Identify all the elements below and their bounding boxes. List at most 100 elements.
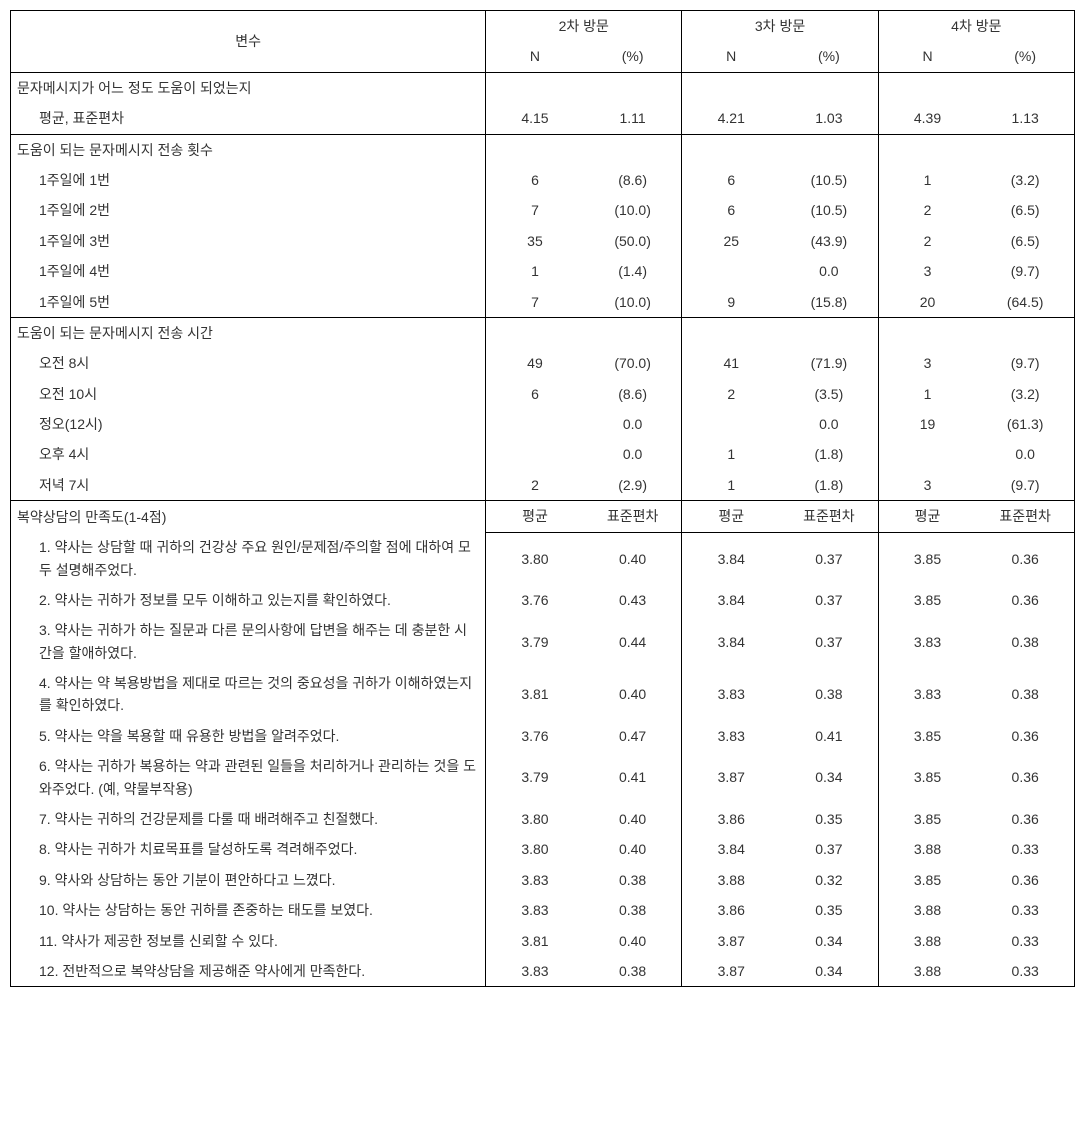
cell: 3.86 bbox=[682, 804, 780, 834]
cell: 3 bbox=[878, 256, 976, 286]
cell: 1.03 bbox=[780, 103, 878, 134]
cell bbox=[486, 439, 584, 469]
section2-title-row: 도움이 되는 문자메시지 전송 횟수 bbox=[11, 134, 1075, 165]
cell: (1.8) bbox=[780, 439, 878, 469]
cell: 3.85 bbox=[878, 532, 976, 585]
cell: 3.81 bbox=[486, 926, 584, 956]
cell: 3.87 bbox=[682, 956, 780, 987]
cell: 2 bbox=[486, 470, 584, 501]
subhead-mean: 평균 bbox=[486, 501, 584, 532]
cell: 0.36 bbox=[976, 751, 1074, 804]
header-pct: (%) bbox=[976, 41, 1074, 72]
section1-row-label: 평균, 표준편차 bbox=[11, 103, 486, 134]
cell: (9.7) bbox=[976, 470, 1074, 501]
table-row: 6. 약사는 귀하가 복용하는 약과 관련된 일들을 처리하거나 관리하는 것을… bbox=[11, 751, 1075, 804]
cell: (3.2) bbox=[976, 165, 1074, 195]
cell: 4.39 bbox=[878, 103, 976, 134]
cell: 0.36 bbox=[976, 865, 1074, 895]
cell bbox=[682, 409, 780, 439]
table-row: 오전 10시6(8.6)2(3.5)1(3.2) bbox=[11, 379, 1075, 409]
row-label: 1. 약사는 상담할 때 귀하의 건강상 주요 원인/문제점/주의할 점에 대하… bbox=[11, 532, 486, 585]
table-row: 1주일에 5번7(10.0)9(15.8)20(64.5) bbox=[11, 287, 1075, 318]
cell: 0.40 bbox=[584, 926, 682, 956]
cell: 3.80 bbox=[486, 532, 584, 585]
cell: 3.81 bbox=[486, 668, 584, 721]
cell: (43.9) bbox=[780, 226, 878, 256]
row-label: 오후 4시 bbox=[11, 439, 486, 469]
cell: (15.8) bbox=[780, 287, 878, 318]
cell: 3.83 bbox=[486, 895, 584, 925]
cell: (8.6) bbox=[584, 379, 682, 409]
cell: 3.79 bbox=[486, 615, 584, 668]
cell: 3.85 bbox=[878, 585, 976, 615]
cell: 1.11 bbox=[584, 103, 682, 134]
cell: 4.21 bbox=[682, 103, 780, 134]
table-row: 오후 4시0.01(1.8)0.0 bbox=[11, 439, 1075, 469]
cell: (50.0) bbox=[584, 226, 682, 256]
cell: 3 bbox=[878, 470, 976, 501]
cell: 0.32 bbox=[780, 865, 878, 895]
cell: 0.0 bbox=[780, 256, 878, 286]
cell: 3.88 bbox=[878, 834, 976, 864]
cell: (10.5) bbox=[780, 195, 878, 225]
cell: 3.88 bbox=[878, 926, 976, 956]
cell: 0.36 bbox=[976, 585, 1074, 615]
cell: 2 bbox=[878, 226, 976, 256]
cell: 1.13 bbox=[976, 103, 1074, 134]
data-table: 변수 2차 방문 3차 방문 4차 방문 N (%) N (%) N (%) 문… bbox=[10, 10, 1075, 987]
cell: 0.33 bbox=[976, 956, 1074, 987]
cell: 3.83 bbox=[878, 615, 976, 668]
cell: 0.38 bbox=[584, 895, 682, 925]
section1-title: 문자메시지가 어느 정도 도움이 되었는지 bbox=[11, 72, 486, 103]
cell: 19 bbox=[878, 409, 976, 439]
cell: 3.84 bbox=[682, 615, 780, 668]
cell: 1 bbox=[682, 439, 780, 469]
section2-title: 도움이 되는 문자메시지 전송 횟수 bbox=[11, 134, 486, 165]
cell: 1 bbox=[682, 470, 780, 501]
cell: 3.83 bbox=[486, 956, 584, 987]
cell: 0.37 bbox=[780, 834, 878, 864]
table-row: 저녁 7시2(2.9)1(1.8)3(9.7) bbox=[11, 470, 1075, 501]
cell: 3.86 bbox=[682, 895, 780, 925]
section3-title: 도움이 되는 문자메시지 전송 시간 bbox=[11, 317, 486, 348]
cell: 0.37 bbox=[780, 615, 878, 668]
row-label: 저녁 7시 bbox=[11, 470, 486, 501]
table-row: 11. 약사가 제공한 정보를 신뢰할 수 있다.3.810.403.870.3… bbox=[11, 926, 1075, 956]
cell: 1 bbox=[486, 256, 584, 286]
cell: 3.83 bbox=[878, 668, 976, 721]
header-pct: (%) bbox=[780, 41, 878, 72]
row-label: 8. 약사는 귀하가 치료목표를 달성하도록 격려해주었다. bbox=[11, 834, 486, 864]
cell: 3.83 bbox=[486, 865, 584, 895]
cell: 1 bbox=[878, 165, 976, 195]
cell: 3.83 bbox=[682, 721, 780, 751]
cell: 0.34 bbox=[780, 956, 878, 987]
row-label: 1주일에 3번 bbox=[11, 226, 486, 256]
cell: 0.0 bbox=[584, 439, 682, 469]
cell: 3.88 bbox=[878, 895, 976, 925]
cell: 0.33 bbox=[976, 834, 1074, 864]
table-row: 1주일에 4번1(1.4)0.03(9.7) bbox=[11, 256, 1075, 286]
row-label: 12. 전반적으로 복약상담을 제공해준 약사에게 만족한다. bbox=[11, 956, 486, 987]
section1-data-row: 평균, 표준편차 4.15 1.11 4.21 1.03 4.39 1.13 bbox=[11, 103, 1075, 134]
cell: 0.38 bbox=[976, 668, 1074, 721]
cell: (61.3) bbox=[976, 409, 1074, 439]
header-pct: (%) bbox=[584, 41, 682, 72]
cell: 0.34 bbox=[780, 926, 878, 956]
cell: 3.84 bbox=[682, 585, 780, 615]
cell: 0.38 bbox=[780, 668, 878, 721]
cell: 0.0 bbox=[976, 439, 1074, 469]
row-label: 5. 약사는 약을 복용할 때 유용한 방법을 알려주었다. bbox=[11, 721, 486, 751]
row-label: 9. 약사와 상담하는 동안 기분이 편안하다고 느꼈다. bbox=[11, 865, 486, 895]
header-row-1: 변수 2차 방문 3차 방문 4차 방문 bbox=[11, 11, 1075, 42]
cell: 3.76 bbox=[486, 585, 584, 615]
table-row: 12. 전반적으로 복약상담을 제공해준 약사에게 만족한다.3.830.383… bbox=[11, 956, 1075, 987]
row-label: 2. 약사는 귀하가 정보를 모두 이해하고 있는지를 확인하였다. bbox=[11, 585, 486, 615]
header-visit3: 3차 방문 bbox=[682, 11, 878, 42]
table-row: 9. 약사와 상담하는 동안 기분이 편안하다고 느꼈다.3.830.383.8… bbox=[11, 865, 1075, 895]
cell: (64.5) bbox=[976, 287, 1074, 318]
cell: 7 bbox=[486, 195, 584, 225]
cell: 25 bbox=[682, 226, 780, 256]
cell bbox=[878, 439, 976, 469]
cell: 3.80 bbox=[486, 834, 584, 864]
cell: (10.0) bbox=[584, 287, 682, 318]
